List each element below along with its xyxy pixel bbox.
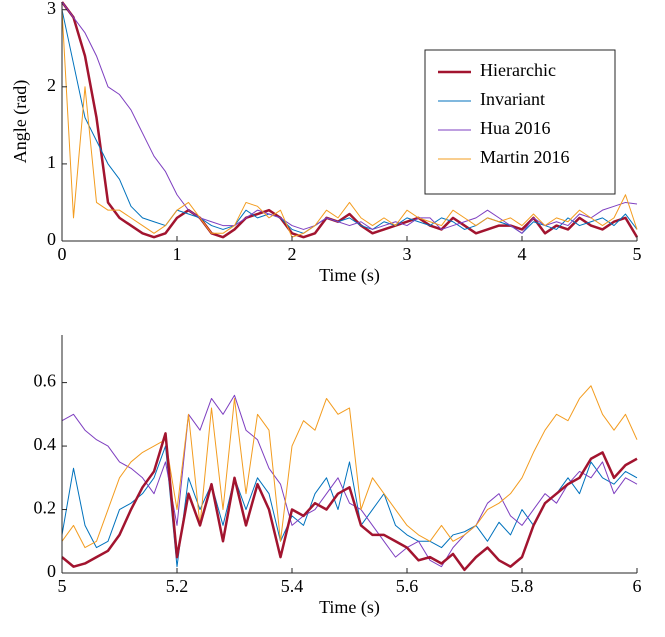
data-line: [61, 394, 638, 568]
x-tick-label: 5.2: [166, 576, 189, 596]
y-tick-label: 0: [47, 229, 56, 249]
data-line: [61, 432, 638, 572]
data-line: [60, 1, 639, 239]
x-tick-label: 2: [288, 244, 297, 264]
x-tick-label: 5: [58, 576, 67, 596]
x-axis-label: Time (s): [319, 265, 380, 286]
y-tick-label: 1: [47, 152, 56, 172]
legend-label: Hierarchic: [480, 60, 556, 80]
data-line: [61, 9, 638, 234]
y-tick-label: 0: [47, 561, 56, 581]
y-tick-label: 0.4: [34, 434, 57, 454]
x-tick-label: 6: [633, 576, 642, 596]
data-line: [61, 1, 638, 234]
data-line: [61, 385, 638, 549]
legend-box: [424, 49, 616, 195]
data-line: [61, 445, 638, 568]
legend-label: Invariant: [480, 89, 545, 109]
x-tick-label: 0: [58, 244, 67, 264]
y-tick-label: 3: [47, 0, 56, 18]
x-axis-label: Time (s): [319, 597, 380, 618]
data-line: [61, 9, 638, 238]
x-tick-label: 5.4: [281, 576, 304, 596]
x-tick-label: 5: [633, 244, 642, 264]
y-tick-label: 0.2: [34, 498, 57, 518]
x-tick-label: 4: [518, 244, 527, 264]
y-tick-label: 0.6: [34, 371, 57, 391]
x-tick-label: 5.8: [511, 576, 534, 596]
y-tick-label: 2: [47, 75, 56, 95]
legend-label: Hua 2016: [480, 118, 551, 138]
legend-label: Martin 2016: [480, 147, 570, 167]
x-tick-label: 1: [173, 244, 182, 264]
y-axis-label: Angle (rad): [10, 80, 31, 163]
x-tick-label: 3: [403, 244, 412, 264]
x-tick-label: 5.6: [396, 576, 419, 596]
